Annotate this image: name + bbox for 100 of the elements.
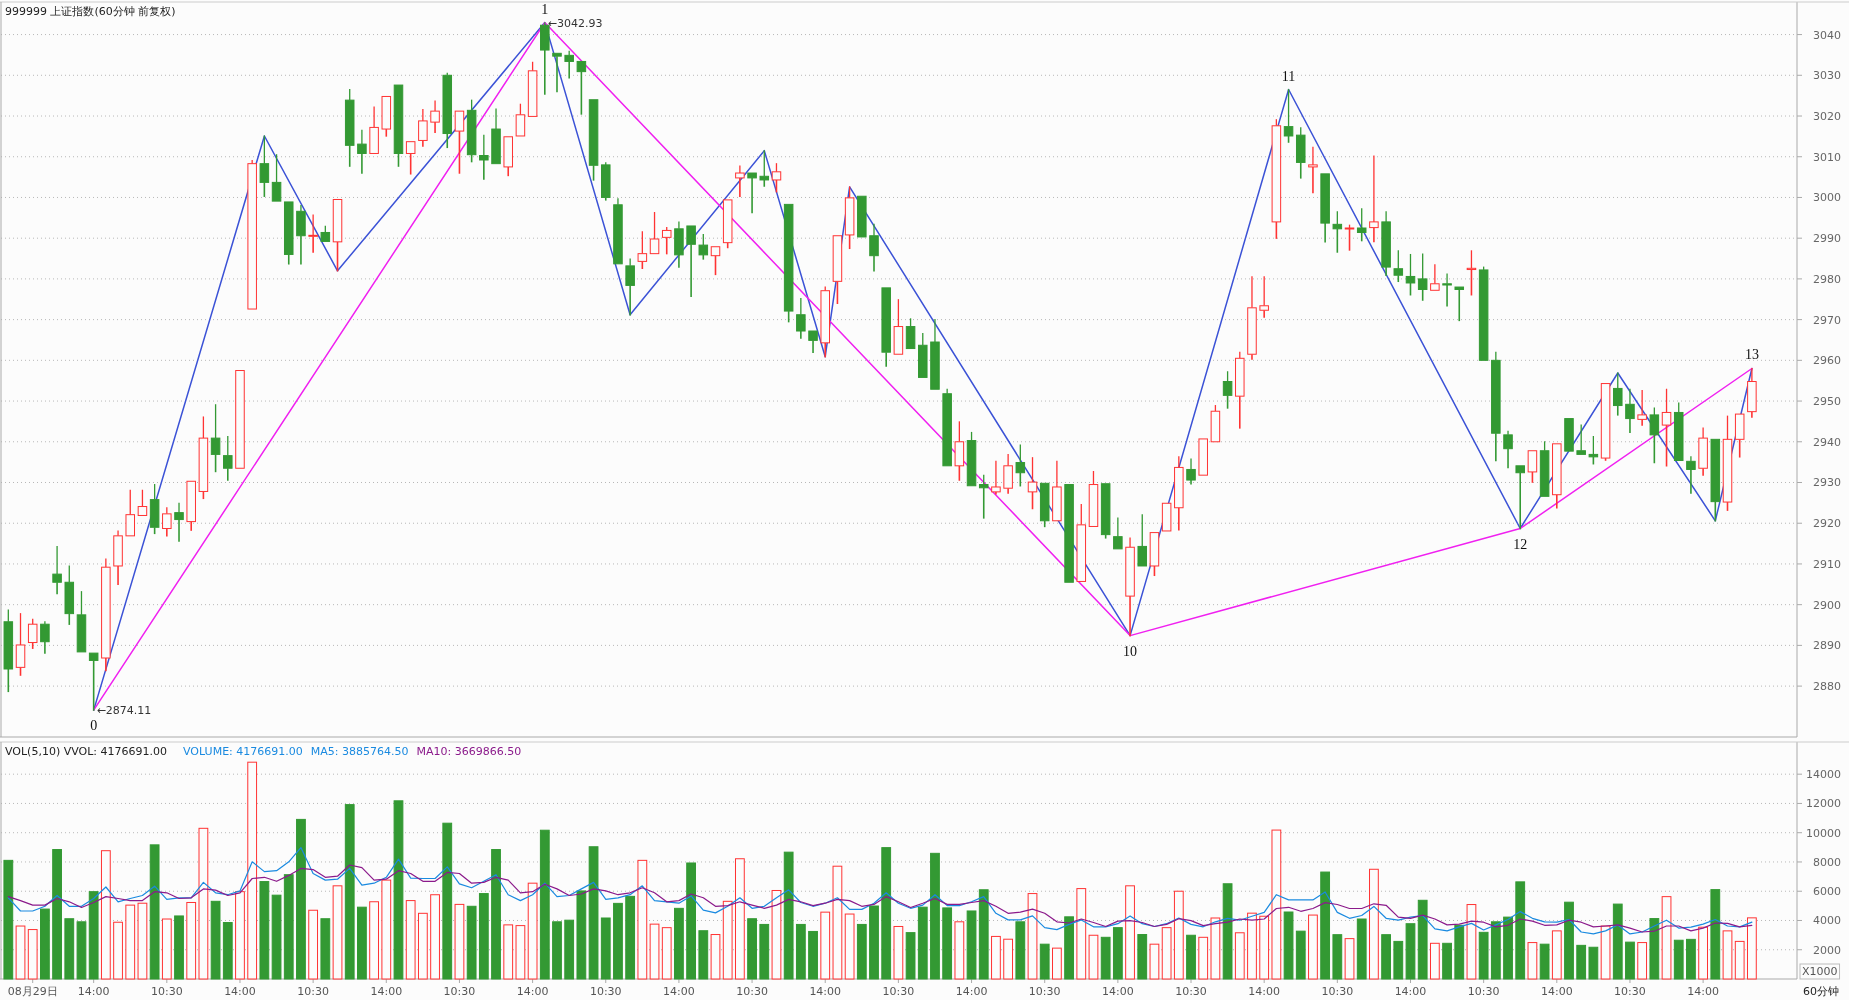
bar [3,859,14,980]
bar [1600,925,1611,980]
candlestick [613,197,623,265]
bar [1417,899,1428,980]
bar [1052,947,1062,980]
bar [198,827,209,980]
x-tick-label: 14:00 [77,985,110,998]
bar [747,918,757,980]
bar [1442,942,1452,980]
bar [613,902,623,980]
y-tick-label: 2930 [1813,476,1841,490]
bar [759,923,770,980]
bar [1039,943,1050,980]
bar [820,911,831,980]
bar [539,829,550,980]
bar [1588,946,1599,980]
candlestick [1698,426,1708,477]
x-tick-label: 14:00 [1540,985,1573,998]
candlestick [881,287,891,368]
bar [137,902,148,980]
candlestick [1003,453,1013,495]
bar [698,930,709,980]
bar [1637,942,1648,980]
bar [771,889,782,980]
bar [1137,934,1148,980]
candlestick [1247,275,1257,361]
bar [1247,912,1257,980]
bar [296,818,306,980]
candlestick [1052,460,1062,522]
y-tick-label: 4000 [1813,914,1841,928]
candlestick [1308,146,1318,195]
bar [1466,904,1477,980]
candlestick [223,435,233,482]
x-tick-label: 14:00 [955,985,988,998]
x-tick-label: 10:30 [297,985,329,998]
bar [283,874,294,980]
y-tick-label: 2880 [1813,680,1841,694]
candlestick [625,257,635,317]
candlestick [832,235,843,305]
x-tick-label: 10:30 [150,985,183,998]
candlestick [430,99,440,134]
candlestick [1564,418,1574,452]
candlestick [1125,536,1135,638]
y-tick-label: 2950 [1813,395,1841,409]
bar [1186,934,1196,980]
bar [808,930,818,980]
y-tick-label: 3020 [1813,110,1841,124]
candlestick [332,198,343,273]
chart-title: VOL(5,10) VVOL: 4176691.00 [5,745,168,758]
y-tick-label: 2920 [1813,517,1841,531]
candlestick [1442,272,1452,308]
x-tick-label: 14:00 [1687,985,1719,998]
bar [186,901,197,980]
bar [64,918,75,980]
candlestick [405,141,416,176]
candlestick [1198,438,1208,476]
bar [869,905,879,980]
bar [1064,916,1074,980]
y-tick-label: 2970 [1813,313,1841,327]
annotation: 10 [1123,643,1138,659]
bar [856,923,867,980]
candlestick [1064,484,1074,583]
y-tick-label: 2980 [1813,272,1841,286]
y-tick-label: 14000 [1806,768,1841,782]
y-tick-label: 6000 [1813,885,1841,899]
bar [625,895,636,980]
candlestick [1747,367,1757,419]
bar [210,900,221,980]
x-tick-label: 14:00 [663,985,695,998]
y-tick-label: 2900 [1813,598,1841,612]
bar [1381,934,1391,980]
bar [1698,926,1709,980]
bar [369,901,379,980]
bar [503,924,514,980]
candlestick [747,172,757,215]
y-tick-label: 2990 [1813,232,1841,246]
bar [1173,890,1184,980]
candlestick [1576,423,1586,455]
bar [88,891,99,980]
candlestick [113,529,123,586]
candlestick [418,108,428,148]
candlestick [1113,516,1123,550]
candlestick [125,489,136,537]
candlestick [710,246,721,276]
bar [76,921,87,980]
bar [686,862,696,980]
bar [40,908,50,980]
text: MA5: 3885764.50 [310,745,409,758]
candlestick [1552,443,1562,510]
y-tick-label: 3000 [1813,191,1841,205]
candlestick [1503,430,1513,469]
candlestick [991,460,1001,496]
x-tick-label: 10:30 [1614,985,1646,998]
candlestick [893,298,904,355]
bar [1564,901,1574,980]
candlestick [1515,465,1525,531]
text: X1000 [1802,965,1838,978]
bar [991,935,1001,980]
candlestick [1369,154,1379,243]
x-tick-label: 14:00 [224,985,256,998]
